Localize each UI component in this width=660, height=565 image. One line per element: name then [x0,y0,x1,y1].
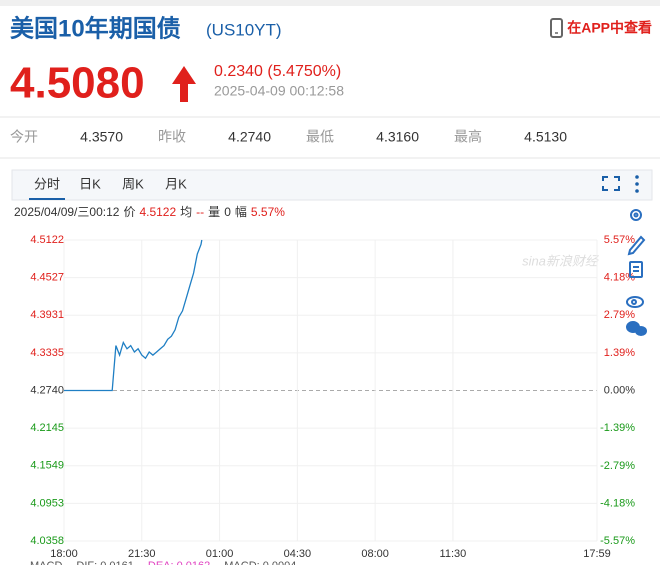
y2-tick-label: 4.18% [604,271,635,283]
y-tick-label: 4.3335 [30,347,64,359]
y2-tick-label: 1.39% [604,347,635,359]
info-avg: -- [196,205,204,219]
more-icon[interactable] [635,175,639,193]
y-tick-label: 4.0358 [30,535,64,547]
y2-tick-label: 2.79% [604,309,635,321]
plot: 4.5122 4.4527 4.3931 4.3335 4.2740 4.2145 4.15… [30,234,635,560]
x-tick-label: 17:59 [583,548,611,560]
x-tick-label: 01:00 [206,548,234,560]
stat-label: 最高 [454,129,482,145]
info-range: 5.57% [251,205,285,219]
y-tick-label: 4.5122 [30,234,64,246]
stat-label: 昨收 [158,129,186,145]
footer-item: MACD [30,560,62,565]
y2-tick-label: -5.57% [600,535,635,547]
stat-value: 4.3160 [376,129,419,145]
quote-time: 2025-04-09 00:12:58 [214,83,344,99]
code: (US10YT) [206,20,282,39]
tabs: 分时 日K 周K 月K [29,176,187,200]
x-tick-label: 21:30 [128,548,156,560]
y-tick-label: 4.0953 [30,497,64,509]
y-tick-label: 4.2740 [30,384,64,396]
info-range-label: 幅 [235,204,247,219]
stat-label: 今开 [10,129,38,145]
up-arrow [172,66,196,102]
y-tick-label: 4.4527 [30,271,64,283]
stat-value: 4.5130 [524,129,567,145]
top-strip [0,0,660,6]
x-tick-label: 11:30 [440,548,467,560]
stats-row: 今开 4.3570 昨收 4.2740 最低 4.3160 最高 4.5130 [10,129,567,145]
phone-icon [550,18,563,38]
info-volume-label: 量 [208,205,220,219]
y2-tick-label: -4.18% [600,497,635,509]
y-tick-label: 4.2145 [30,422,64,434]
tab[interactable]: 日K [79,176,101,191]
y2-tick-label: 5.57% [604,234,635,246]
x-tick-label: 08:00 [361,548,389,560]
stat-label: 最低 [306,129,334,145]
tab-bar [11,169,653,201]
footer-item: DEA: 0.0162 [148,560,210,565]
tab[interactable]: 周K [122,176,144,191]
y2-tick-label: 0.00% [604,384,635,396]
footer-item: DIF: 0.0161 [76,560,133,565]
y-tick-label: 4.1549 [30,460,64,472]
tab[interactable]: 分时 [34,176,60,191]
info-volume: 0 [224,205,231,219]
info-avg-label: 均 [180,205,192,219]
info-time: 2025/04/09/三00:12 [14,205,120,219]
price: 4.5080 [10,59,145,108]
x-tick-label: 18:00 [50,548,78,560]
y2-tick-label: -2.79% [600,460,635,472]
title: 美国10年期国债 [10,14,181,42]
y-tick-label: 4.3931 [30,309,64,321]
tab[interactable]: 月K [165,176,187,191]
app-link[interactable]: 在APP中查看 [567,20,652,36]
stat-value: 4.3570 [80,129,123,145]
info-line: 2025/04/09/三00:12 价 4.5122 均 -- 量 0 幅 5.57% [14,204,285,219]
fullscreen-icon[interactable] [602,176,620,191]
x-tick-label: 04:30 [284,548,312,560]
watermark: sina新浪财经 [522,253,600,268]
price-line [64,239,203,392]
info-price: 4.5122 [139,205,176,219]
change: 0.2340 (5.4750%) [214,63,341,80]
stat-value: 4.2740 [228,129,271,145]
info-price-label: 价 [123,205,135,219]
y2-tick-label: -1.39% [600,422,635,434]
side-icons[interactable] [626,209,647,336]
